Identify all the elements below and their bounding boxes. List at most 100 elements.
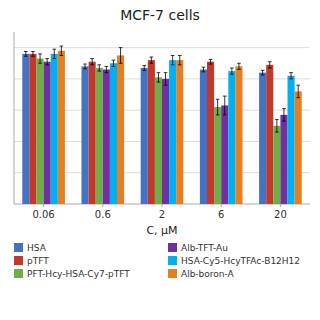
grid-line	[14, 47, 310, 48]
error-stem	[61, 46, 62, 55]
error-stem	[85, 64, 86, 69]
error-stem	[106, 66, 107, 72]
error-cap	[38, 53, 42, 54]
error-bar	[216, 99, 220, 115]
bar	[36, 59, 43, 204]
legend-label: Alb-boron-A	[181, 269, 235, 279]
error-bar	[105, 66, 109, 72]
legend-swatch	[14, 269, 23, 278]
error-stem	[179, 55, 180, 64]
error-stem	[262, 70, 263, 75]
legend-label: HSA	[27, 243, 47, 253]
legend-label: PFT-Hcy-HSA-Cy7-pTFT	[27, 269, 130, 279]
legend-swatch	[14, 256, 23, 265]
error-cap	[97, 64, 101, 65]
error-cap	[230, 67, 234, 68]
bar	[96, 68, 103, 204]
error-cap	[105, 72, 109, 73]
error-cap	[282, 121, 286, 122]
error-cap	[202, 67, 206, 68]
error-cap	[230, 74, 234, 75]
error-cap	[142, 70, 146, 71]
x-tick-label: 2	[159, 209, 165, 220]
error-bar	[83, 64, 87, 69]
error-cap	[209, 64, 213, 65]
error-cap	[289, 72, 293, 73]
error-cap	[90, 64, 94, 65]
error-cap	[171, 64, 175, 65]
bar	[280, 115, 287, 204]
legend-swatch	[168, 243, 177, 252]
error-cap	[24, 51, 28, 52]
error-bar	[261, 70, 265, 75]
bar	[110, 63, 117, 204]
error-cap	[45, 58, 49, 59]
bar	[273, 126, 280, 204]
error-cap	[112, 66, 116, 67]
bar	[44, 62, 51, 204]
error-bar	[171, 55, 175, 64]
error-bar	[178, 55, 182, 64]
bar	[221, 105, 228, 204]
error-cap	[237, 63, 241, 64]
error-cap	[45, 64, 49, 65]
error-bar	[119, 48, 123, 64]
error-cap	[83, 68, 87, 69]
error-cap	[237, 69, 241, 70]
error-stem	[203, 67, 204, 72]
x-tick-label: 0.6	[95, 209, 111, 220]
error-cap	[268, 61, 272, 62]
error-cap	[275, 132, 279, 133]
bars	[22, 46, 301, 204]
error-stem	[25, 52, 26, 57]
error-cap	[119, 63, 123, 64]
error-cap	[83, 64, 87, 65]
error-stem	[224, 96, 225, 115]
error-cap	[164, 72, 168, 73]
error-cap	[112, 60, 116, 61]
bar	[81, 66, 88, 204]
error-bar	[209, 59, 213, 64]
x-tick-label: 0.06	[32, 209, 54, 220]
bar	[162, 79, 169, 204]
bar	[58, 51, 65, 204]
x-tick	[280, 204, 281, 207]
error-cap	[150, 57, 154, 58]
error-cap	[157, 72, 161, 73]
error-bar	[268, 62, 272, 68]
error-bar	[45, 59, 49, 65]
error-cap	[202, 71, 206, 72]
error-bar	[275, 120, 279, 133]
bar	[89, 62, 96, 204]
bar	[259, 73, 266, 204]
title: MCF-7 cells	[120, 7, 200, 23]
legend-swatch	[168, 269, 177, 278]
error-cap	[164, 85, 168, 86]
error-cap	[171, 55, 175, 56]
error-stem	[32, 52, 33, 57]
error-bar	[289, 73, 293, 79]
error-cap	[157, 82, 161, 83]
bar	[207, 62, 214, 204]
legend-label: Alb-TFT-Au	[181, 243, 228, 253]
error-stem	[231, 68, 232, 74]
legend-label: pTFT	[27, 256, 49, 266]
error-cap	[261, 70, 265, 71]
error-stem	[120, 48, 121, 64]
error-bar	[38, 54, 42, 63]
error-cap	[223, 114, 227, 115]
error-cap	[97, 71, 101, 72]
error-cap	[105, 66, 109, 67]
error-bar	[157, 73, 161, 82]
error-bar	[230, 68, 234, 74]
error-stem	[151, 57, 152, 63]
x-tick	[221, 204, 222, 207]
error-cap	[209, 59, 213, 60]
error-stem	[291, 73, 292, 79]
bar	[176, 60, 183, 204]
error-bar	[52, 49, 56, 58]
error-bar	[296, 85, 300, 98]
error-cap	[60, 46, 64, 47]
error-cap	[282, 108, 286, 109]
error-cap	[178, 64, 182, 65]
